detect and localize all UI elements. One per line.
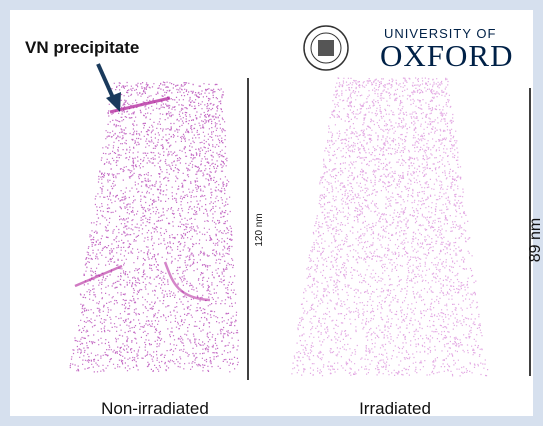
scale-label: 120 nm	[254, 213, 265, 246]
crest-shield	[318, 40, 334, 56]
logo: UNIVERSITY OF OXFORD	[303, 25, 513, 73]
caption: Irradiated	[359, 399, 431, 418]
caption: Non-irradiated	[101, 399, 209, 418]
logo-line2: OXFORD	[380, 38, 513, 73]
atom-cloud	[69, 81, 239, 373]
panel-background	[10, 10, 533, 416]
logo-line1: UNIVERSITY OF	[384, 26, 496, 41]
arrow	[96, 63, 116, 101]
atom-cloud	[291, 77, 489, 377]
precipitate	[74, 264, 123, 288]
precipitate	[163, 261, 211, 302]
scale-label: 89 nm	[527, 218, 543, 262]
annotation-label: VN precipitate	[25, 38, 139, 57]
arrow-head	[106, 92, 121, 112]
specimens	[69, 77, 489, 377]
